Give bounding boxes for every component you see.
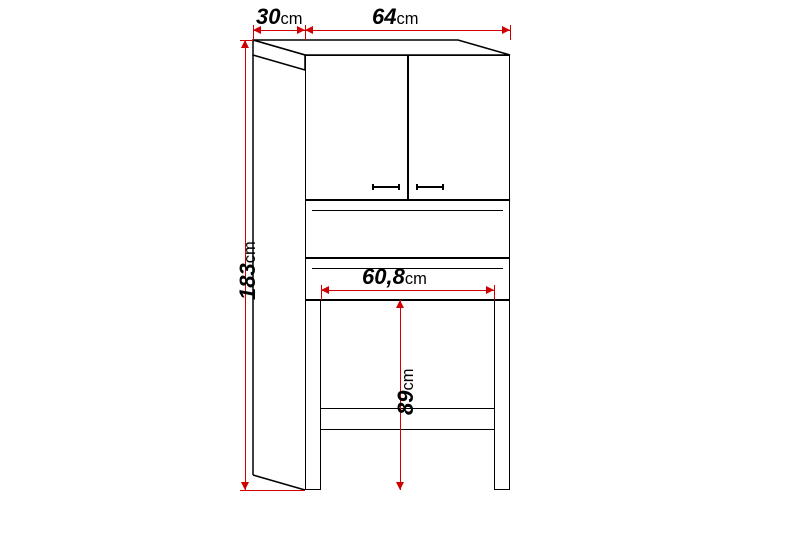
upper-door-left xyxy=(305,55,408,200)
dim-width-value: 64 xyxy=(372,4,396,29)
leg-left xyxy=(305,300,321,490)
diagram-stage: { "canvas": { "width": 800, "height": 53… xyxy=(0,0,800,533)
dim-innerh-value: 89 xyxy=(393,391,418,415)
dim-width-line xyxy=(305,30,510,31)
dim-innerw-line xyxy=(321,290,494,291)
dim-height-unit: cm xyxy=(241,241,259,263)
dim-innerw-arrow-l xyxy=(321,286,329,294)
shelf1-inner-line xyxy=(312,210,503,211)
handle-right xyxy=(416,186,444,188)
dim-width-unit: cm xyxy=(396,10,418,28)
lower-open-area-bottom xyxy=(321,430,494,490)
open-shelf-1 xyxy=(305,200,510,258)
upper-door-right xyxy=(408,55,510,200)
dim-depth-label: 30cm xyxy=(256,4,302,30)
dim-innerh-label: 89cm xyxy=(393,369,419,415)
dim-innerw-label: 60,8cm xyxy=(362,264,427,290)
dim-innerh-unit: cm xyxy=(399,369,417,391)
handle-left xyxy=(372,186,400,188)
dim-depth-unit: cm xyxy=(280,10,302,28)
dim-height-arrow-t xyxy=(241,40,249,48)
dim-height-arrow-b xyxy=(241,482,249,490)
dim-depth-value: 30 xyxy=(256,4,280,29)
dim-innerw-arrow-r xyxy=(486,286,494,294)
dim-width-label: 64cm xyxy=(372,4,418,30)
leg-right xyxy=(494,300,510,490)
dim-height-value: 183 xyxy=(235,263,260,300)
dim-innerh-arrow-t xyxy=(396,300,404,308)
dim-innerw-tick-r xyxy=(494,285,495,300)
dim-height-label: 183cm xyxy=(235,241,261,300)
dim-height-tick-b xyxy=(240,490,305,491)
dim-innerh-arrow-b xyxy=(396,482,404,490)
dim-width-tick-r xyxy=(510,25,511,40)
dim-width-arrow-l xyxy=(305,26,313,34)
dim-innerw-value: 60,8 xyxy=(362,264,405,289)
dim-innerw-unit: cm xyxy=(405,270,427,288)
dim-width-arrow-r xyxy=(502,26,510,34)
